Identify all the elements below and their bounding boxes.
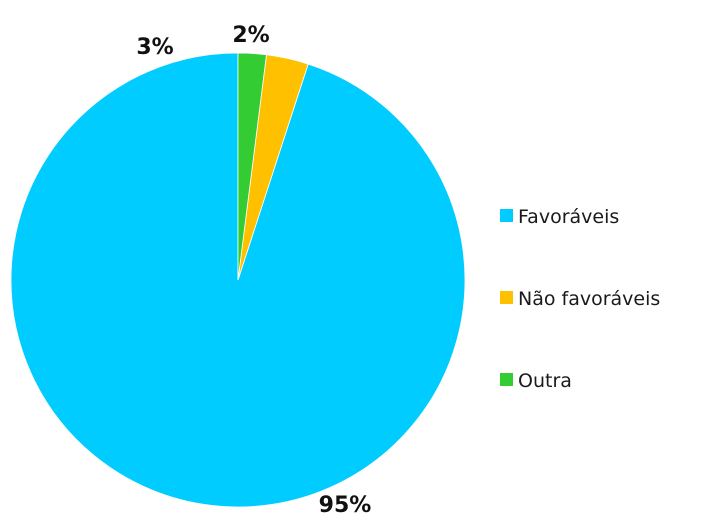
- slice-percent-label-0: 95%: [319, 493, 372, 516]
- pie-slices: [10, 52, 466, 508]
- legend-label-1: Não favoráveis: [518, 288, 660, 310]
- legend-label-2: Outra: [518, 370, 572, 392]
- chart-legend: Favoráveis Não favoráveis Outra: [500, 206, 660, 392]
- slice-percent-label-2: 2%: [232, 23, 269, 48]
- slice-percent-label-1: 3%: [136, 35, 173, 60]
- legend-label-0: Favoráveis: [518, 206, 619, 228]
- pie-slice-2: [237, 52, 267, 281]
- legend-swatch-1: [500, 291, 513, 304]
- legend-swatch-2: [500, 373, 513, 386]
- pie-percent-labels: 95% 3% 2%: [136, 23, 371, 516]
- legend-swatch-0: [500, 209, 513, 222]
